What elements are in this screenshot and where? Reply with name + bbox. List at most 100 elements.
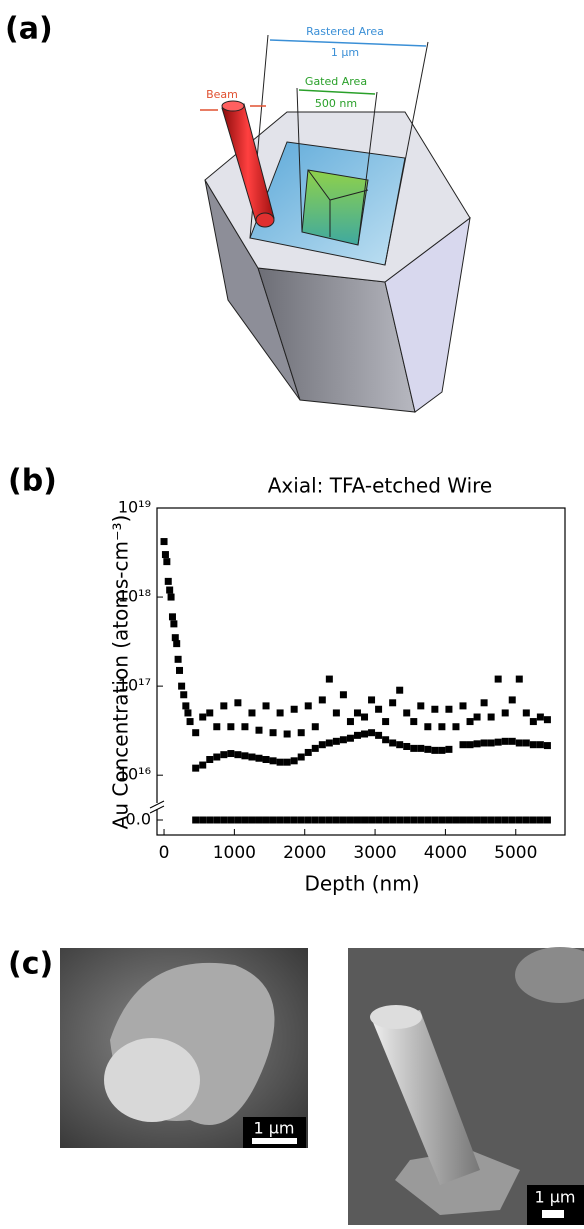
point xyxy=(304,816,312,824)
point xyxy=(269,816,277,824)
point xyxy=(480,739,488,747)
gated-size: 500 nm xyxy=(315,97,357,110)
point xyxy=(396,686,404,694)
point xyxy=(445,745,453,753)
point xyxy=(186,718,194,726)
beam-label: Beam xyxy=(206,88,238,101)
point xyxy=(227,816,235,824)
point xyxy=(417,702,425,710)
point xyxy=(487,739,495,747)
point xyxy=(311,744,319,752)
micrograph: 1 μm xyxy=(60,948,308,1148)
point xyxy=(382,736,390,744)
point xyxy=(311,723,319,731)
scale-box xyxy=(527,1185,584,1225)
point xyxy=(353,816,361,824)
point xyxy=(508,816,516,824)
panel-label: (b) xyxy=(8,464,57,499)
point xyxy=(276,816,284,824)
schematic xyxy=(200,34,471,413)
point xyxy=(213,816,221,824)
point xyxy=(192,816,200,824)
point xyxy=(283,730,291,738)
plot-frame xyxy=(156,507,566,836)
point xyxy=(206,756,214,764)
gated-label: Gated Area xyxy=(305,75,367,88)
point xyxy=(220,816,228,824)
point xyxy=(269,729,277,737)
chart: 0.0 10¹⁶ 10¹⁷ 10¹⁸ 10¹⁹ 0 1000 2000 3000 4000 5000… xyxy=(109,474,566,896)
point xyxy=(178,682,186,690)
point xyxy=(438,723,446,731)
point xyxy=(424,723,432,731)
point xyxy=(160,538,168,546)
point xyxy=(466,718,474,726)
point xyxy=(325,816,333,824)
point xyxy=(318,741,326,749)
point xyxy=(459,741,467,749)
point xyxy=(424,816,432,824)
point xyxy=(501,737,509,745)
beam-top xyxy=(221,100,245,112)
axis-break xyxy=(151,803,163,809)
point xyxy=(234,751,242,759)
x-tick-label: 3000 xyxy=(353,843,396,863)
x-tick-label: 4000 xyxy=(424,843,467,863)
point xyxy=(361,713,369,721)
point xyxy=(375,731,383,739)
point xyxy=(276,709,284,717)
point xyxy=(234,816,242,824)
point xyxy=(262,816,270,824)
point xyxy=(452,816,460,824)
x-tick-label: 5000 xyxy=(494,843,537,863)
point xyxy=(255,726,263,734)
point xyxy=(529,718,537,726)
point xyxy=(480,699,488,707)
point xyxy=(297,753,305,761)
point xyxy=(170,620,178,628)
point xyxy=(332,816,340,824)
point xyxy=(522,739,530,747)
point xyxy=(515,739,523,747)
point xyxy=(515,675,523,683)
point xyxy=(290,705,298,713)
point xyxy=(339,736,347,744)
point xyxy=(276,758,284,766)
y-tick-label: 10¹⁸ xyxy=(118,587,151,606)
point xyxy=(403,816,411,824)
point xyxy=(213,723,221,731)
rastered-size: 1 μm xyxy=(331,46,359,59)
point xyxy=(536,741,544,749)
point xyxy=(403,742,411,750)
point xyxy=(192,729,200,737)
point xyxy=(325,675,333,683)
gate-guide xyxy=(296,87,303,233)
point xyxy=(403,709,411,717)
point xyxy=(161,551,169,559)
point xyxy=(220,702,228,710)
point xyxy=(389,699,397,707)
point xyxy=(466,741,474,749)
point xyxy=(182,702,190,710)
point xyxy=(163,558,171,566)
point xyxy=(501,709,509,717)
point xyxy=(213,753,221,761)
y-tick-label: 0.0 xyxy=(126,810,151,829)
point xyxy=(241,723,249,731)
gate-guide xyxy=(357,91,378,246)
point xyxy=(297,816,305,824)
point xyxy=(459,702,467,710)
point xyxy=(459,816,467,824)
y-tick-label: 10¹⁶ xyxy=(118,765,151,784)
point xyxy=(515,816,523,824)
point xyxy=(192,764,200,772)
point xyxy=(339,816,347,824)
point xyxy=(180,691,188,699)
point xyxy=(543,716,551,724)
point xyxy=(487,713,495,721)
point xyxy=(494,738,502,746)
point xyxy=(353,709,361,717)
point xyxy=(248,709,256,717)
rastered-label: Rastered Area xyxy=(306,25,384,38)
scale-bar xyxy=(252,1138,297,1144)
